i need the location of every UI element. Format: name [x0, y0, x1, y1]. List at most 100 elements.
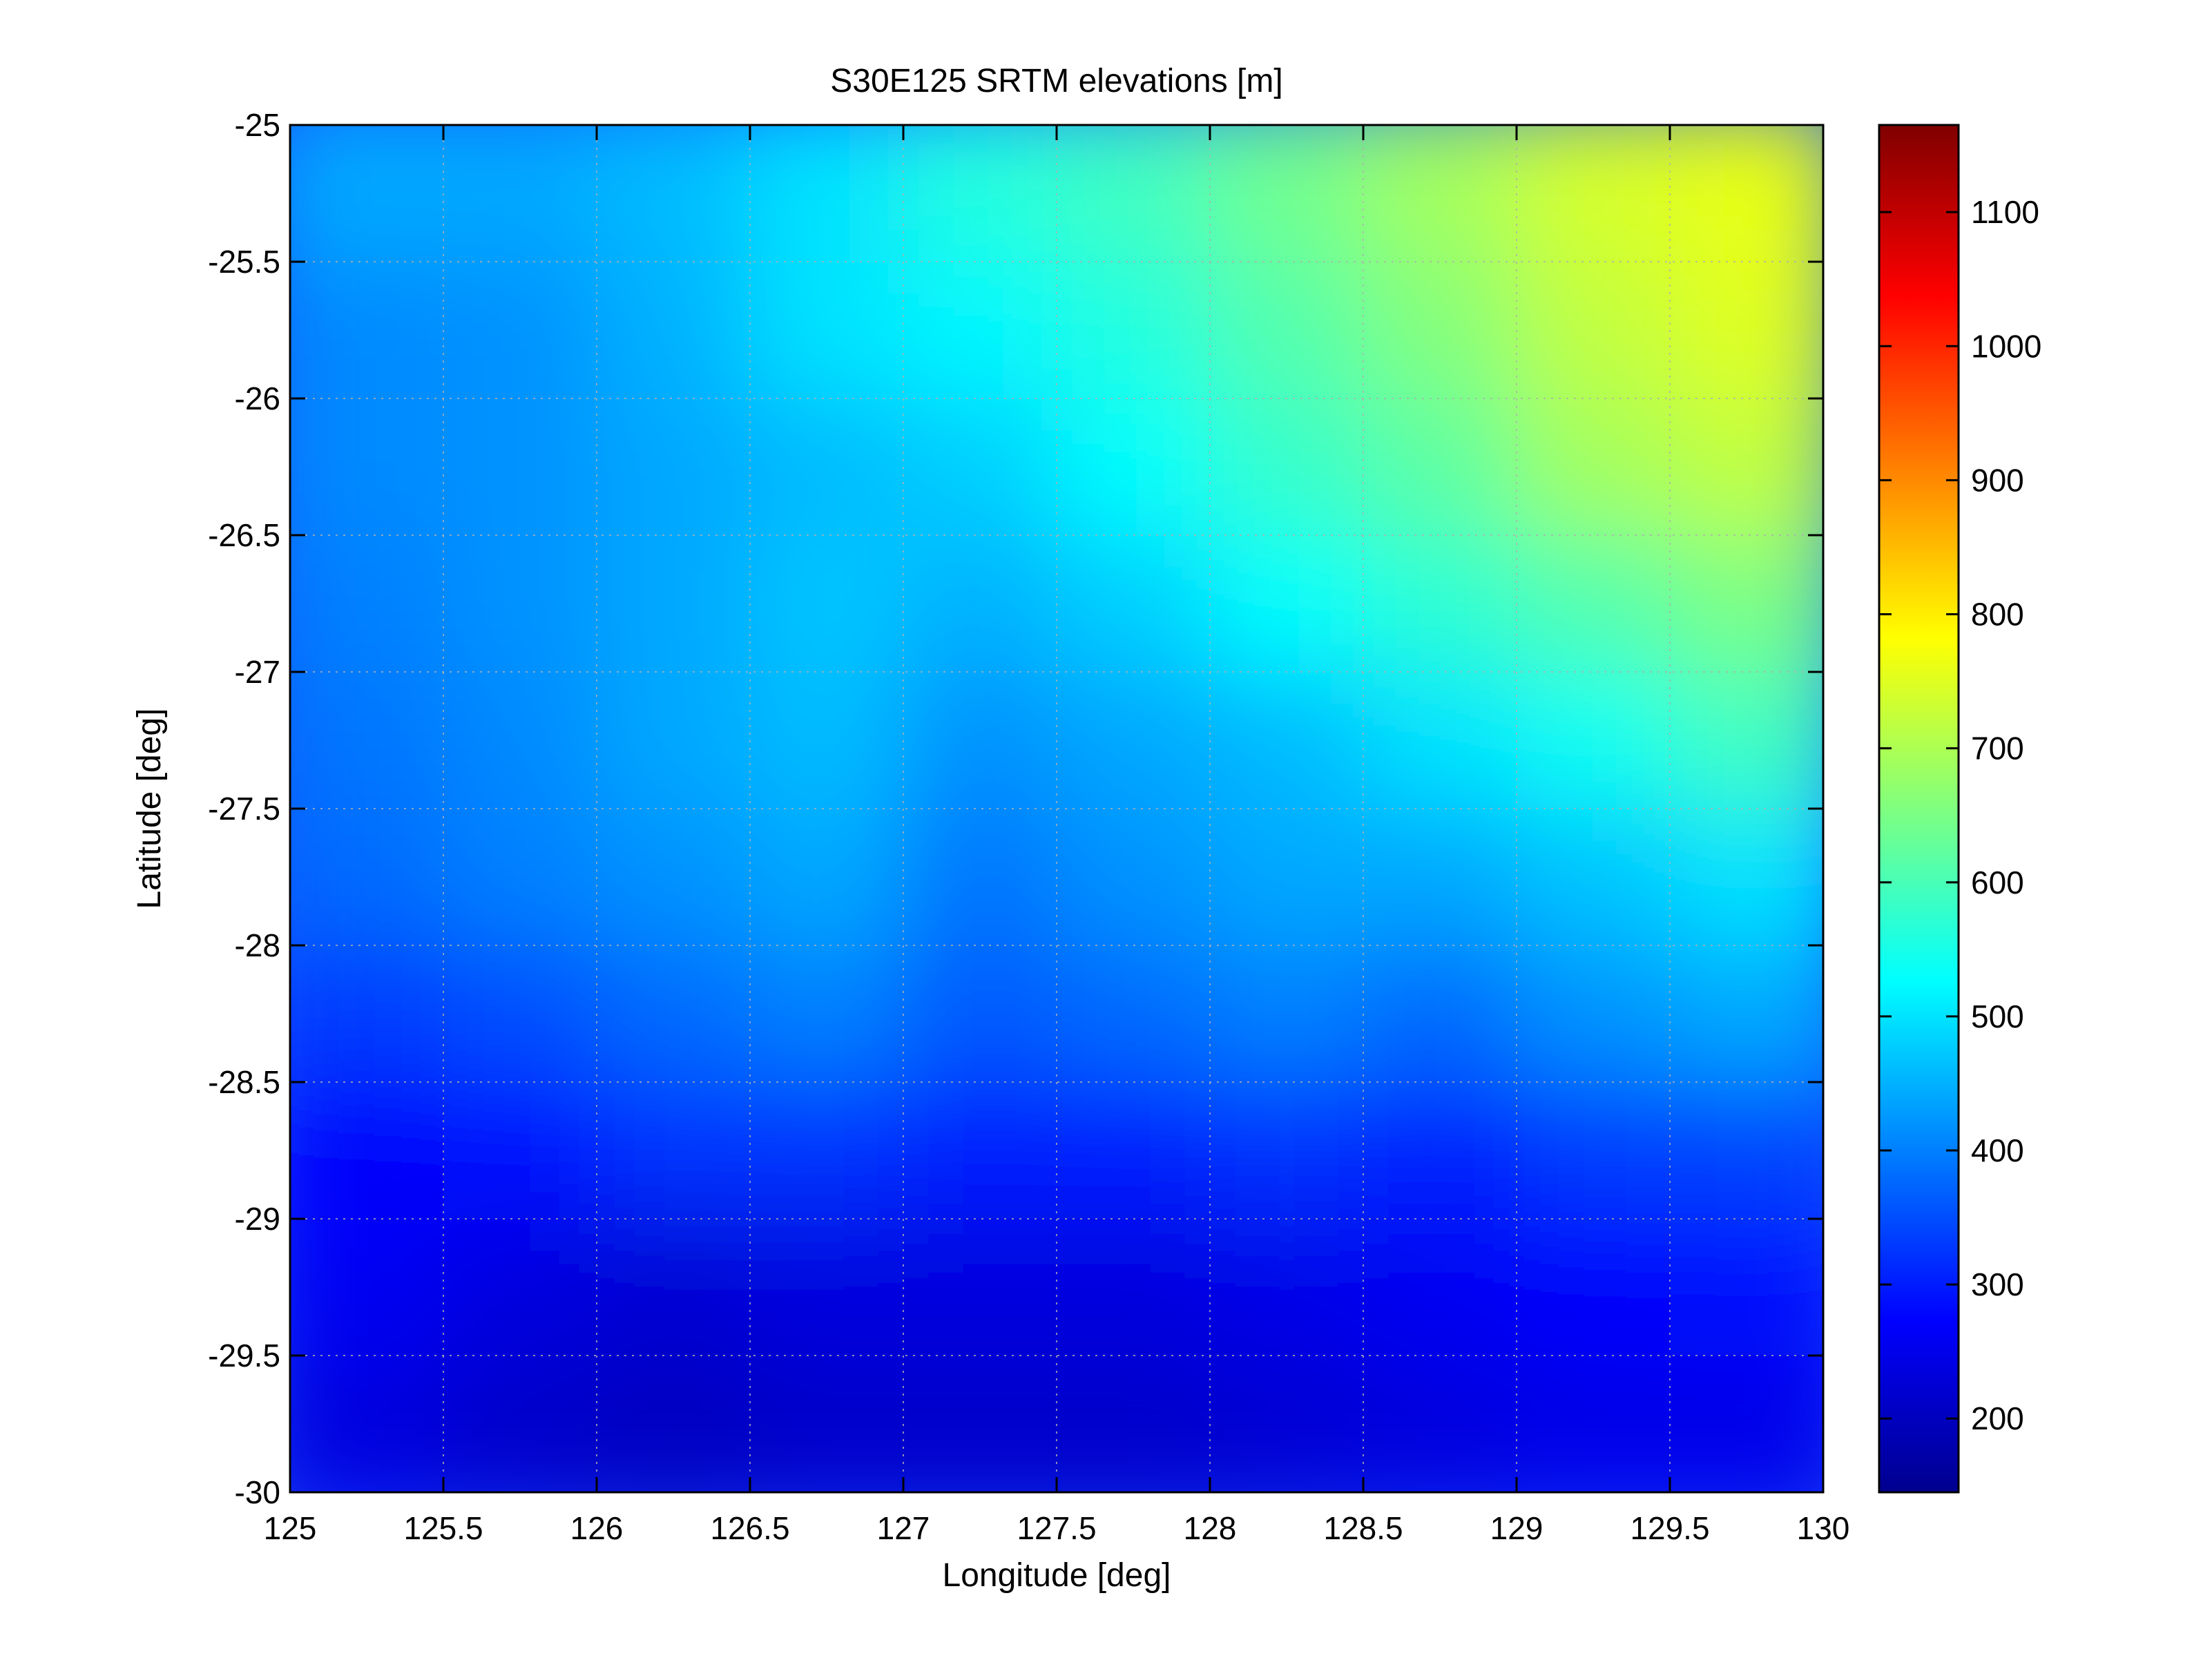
- heatmap-cell: [597, 945, 751, 1083]
- heatmap-cell: [1363, 1356, 1517, 1492]
- heatmap-cell: [1517, 398, 1671, 536]
- chart-title: S30E125 SRTM elevations [m]: [830, 63, 1282, 99]
- heatmap-cell: [750, 1356, 904, 1492]
- heatmap-cell: [597, 262, 751, 399]
- heatmap-cell: [903, 1082, 1057, 1220]
- heatmap-cell: [443, 1356, 597, 1492]
- heatmap-cell: [1210, 398, 1364, 536]
- heatmap-cell: [750, 125, 904, 262]
- heatmap-cell: [1363, 262, 1517, 399]
- x-tick-label: 129: [1490, 1510, 1543, 1546]
- colorbar-ticks: 200 300 400 500 600 700 800 900 1000 1100: [1879, 194, 2041, 1436]
- colorbar: 200 300 400 500 600 700 800 900 1000 1100: [1878, 124, 2041, 1494]
- heatmap-cell: [290, 262, 444, 399]
- colorbar-tick-label: 600: [1971, 865, 2024, 900]
- x-tick-label: 129.5: [1630, 1510, 1709, 1546]
- colorbar-frame: [1878, 124, 1960, 1494]
- heatmap-cell: [1363, 125, 1517, 262]
- heatmap-cell: [903, 535, 1057, 673]
- heatmap-cell: [290, 125, 444, 262]
- heatmap-cell: [1517, 809, 1671, 946]
- heatmap-cell: [1363, 398, 1517, 536]
- y-axis-label: Latitude [deg]: [131, 708, 168, 909]
- colorbar-tick-label: 1000: [1971, 328, 2041, 364]
- heatmap-cell: [597, 809, 751, 946]
- heatmap-cell: [443, 1219, 597, 1356]
- colorbar-tick-label: 200: [1971, 1400, 2024, 1436]
- heatmap-cell: [443, 125, 597, 262]
- colorbar-tick-label: 800: [1971, 597, 2024, 633]
- heatmap-cell: [290, 1356, 444, 1492]
- y-tick-label: -30: [235, 1474, 280, 1510]
- heatmap-cell: [1210, 1082, 1364, 1220]
- heatmap-cell: [750, 262, 904, 399]
- heatmap-cell: [443, 1082, 597, 1220]
- heatmap-cell: [597, 125, 751, 262]
- heatmap-cell: [750, 1082, 904, 1220]
- heatmap-cell: [903, 1219, 1057, 1356]
- heatmap-cell: [1670, 1356, 1823, 1492]
- heatmap-cell: [1517, 1356, 1671, 1492]
- heatmap-cell: [290, 945, 444, 1083]
- heatmap-cell: [750, 398, 904, 536]
- heatmap-cell: [290, 1082, 444, 1220]
- heatmap-cell: [903, 672, 1057, 809]
- y-tick-label: -25: [235, 107, 280, 143]
- heatmap-cell: [1670, 262, 1823, 399]
- heatmap-cell: [750, 809, 904, 946]
- heatmap-cell: [597, 1219, 751, 1356]
- heatmap-cell: [290, 809, 444, 946]
- heatmap-cell: [290, 672, 444, 809]
- colorbar-gradient: [1879, 125, 1959, 1492]
- heatmap-cell: [1517, 1082, 1671, 1220]
- heatmap-cell: [597, 1356, 751, 1492]
- heatmap-cell: [1517, 1219, 1671, 1356]
- heatmap-cell: [750, 672, 904, 809]
- colorbar-tick-label: 500: [1971, 999, 2024, 1034]
- heatmap-cell: [1363, 1082, 1517, 1220]
- heatmap-cell: [750, 535, 904, 673]
- heatmap-cell: [1210, 125, 1364, 262]
- heatmap-cell: [1057, 809, 1211, 946]
- y-tick-label: -29.5: [208, 1338, 280, 1373]
- y-tick-label: -27: [235, 654, 280, 690]
- y-tick-label: -28: [235, 927, 280, 963]
- plot-area: 125 125.5 126 126.5 127 127.5 128 128.5 129 129.5…: [208, 107, 1849, 1546]
- heatmap-cell: [1363, 945, 1517, 1083]
- heatmap-cell: [1057, 1082, 1211, 1220]
- heatmap-cell: [903, 809, 1057, 946]
- x-tick-label: 125.5: [403, 1510, 483, 1546]
- heatmap-cell: [1210, 1356, 1364, 1492]
- heatmap-cell: [903, 1356, 1057, 1492]
- heatmap-cell: [1670, 535, 1823, 673]
- x-axis-ticks: 125 125.5 126 126.5 127 127.5 128 128.5 129 129.5…: [264, 125, 1849, 1546]
- heatmap-cell: [1210, 1219, 1364, 1356]
- heatmap-cell: [443, 672, 597, 809]
- heatmap-cell: [1670, 1082, 1823, 1220]
- heatmap-cell: [1363, 809, 1517, 946]
- heatmap-cell: [443, 809, 597, 946]
- heatmap-cell: [1517, 672, 1671, 809]
- colorbar-tick-label: 400: [1971, 1132, 2024, 1168]
- heatmap-cell: [1057, 125, 1211, 262]
- x-axis-label: Longitude [deg]: [943, 1557, 1171, 1594]
- heatmap-cell: [1670, 1219, 1823, 1356]
- heatmap-cell: [1363, 535, 1517, 673]
- heatmap-cell: [903, 945, 1057, 1083]
- heatmap-cell: [1057, 1356, 1211, 1492]
- x-tick-label: 128.5: [1323, 1510, 1403, 1546]
- heatmap-cell: [1670, 809, 1823, 946]
- heatmap-cell: [1670, 398, 1823, 536]
- heatmap-cell: [1210, 809, 1364, 946]
- heatmap-cell: [597, 535, 751, 673]
- x-tick-label: 126: [570, 1510, 624, 1546]
- heatmap-cell: [1517, 945, 1671, 1083]
- heatmap-cell: [1210, 672, 1364, 809]
- heatmap-cell: [290, 398, 444, 536]
- heatmap-cell: [597, 398, 751, 536]
- heatmap-cell: [903, 262, 1057, 399]
- elevation-heatmap: [290, 125, 1823, 1492]
- y-tick-label: -27.5: [208, 791, 280, 827]
- heatmap-cell: [1210, 945, 1364, 1083]
